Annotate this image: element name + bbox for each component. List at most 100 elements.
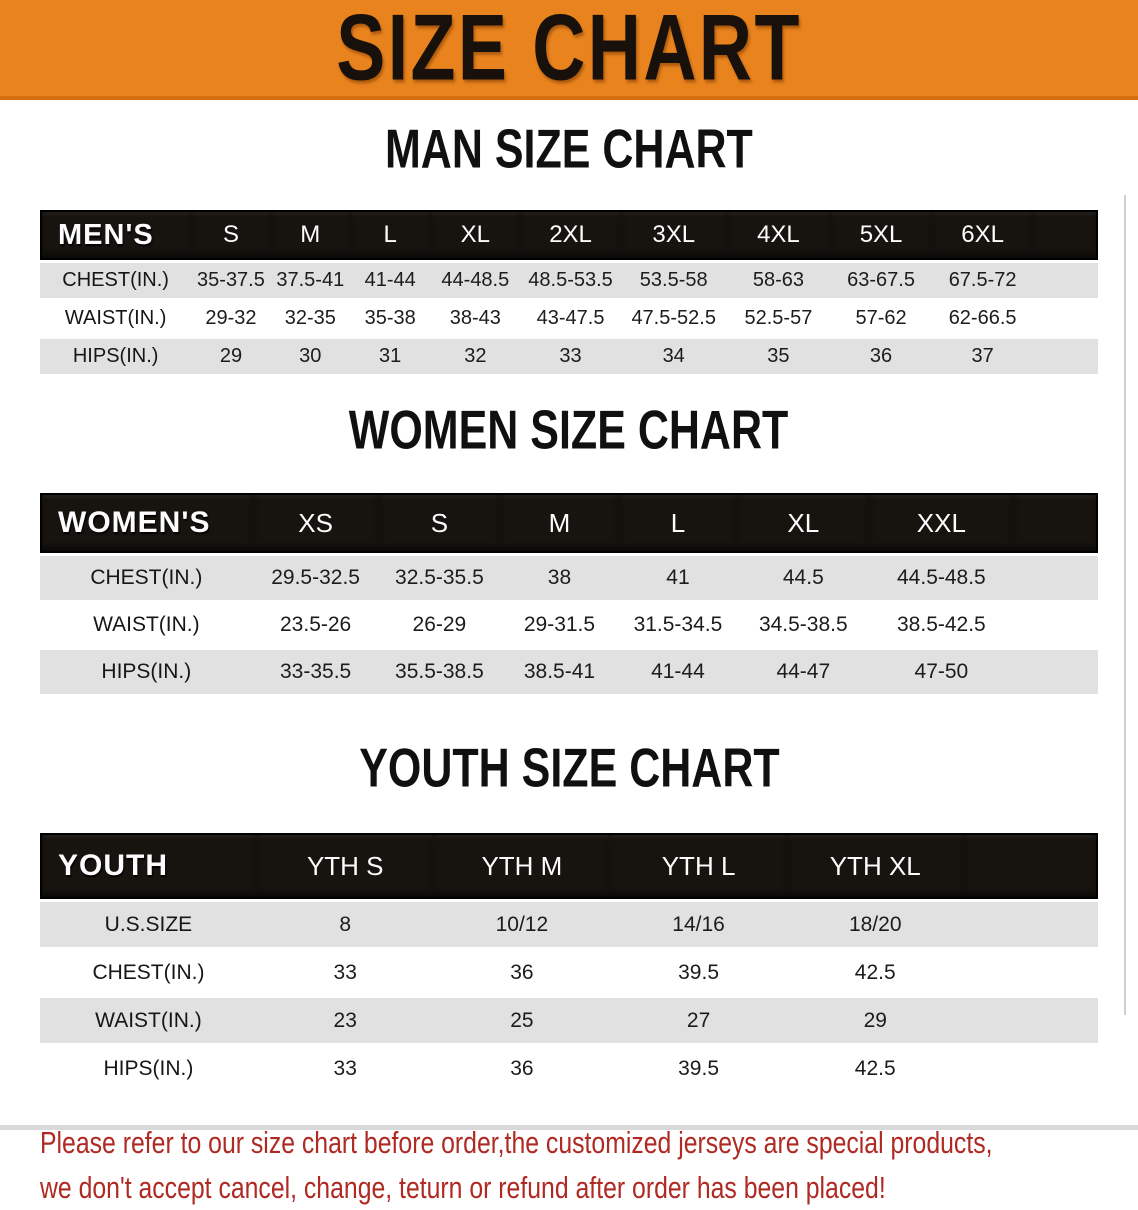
- measurement-label: HIPS(IN.): [40, 1046, 257, 1091]
- size-value: 38.5-41: [500, 650, 619, 694]
- size-column-header: 4XL: [726, 210, 831, 260]
- spacer-cell: [963, 833, 1098, 899]
- table-row: CHEST(IN.) 35-37.5 37.5-41 41-44 44-48.5 48.5…: [40, 263, 1098, 298]
- size-value: 27: [610, 998, 787, 1043]
- size-column-header: L: [349, 210, 431, 260]
- size-value: 38-43: [430, 301, 521, 336]
- size-value: 35-37.5: [191, 263, 271, 298]
- size-column-header: 6XL: [931, 210, 1034, 260]
- size-value: 62-66.5: [931, 301, 1034, 336]
- measurement-label: CHEST(IN.): [40, 950, 257, 995]
- table-row: WAIST(IN.) 23.5-26 26-29 29-31.5 31.5-34.5 34…: [40, 603, 1098, 647]
- size-value: 41-44: [618, 650, 738, 694]
- measurement-label: HIPS(IN.): [40, 650, 253, 694]
- size-value: 14/16: [610, 902, 787, 947]
- size-value: 33: [520, 339, 621, 374]
- table-header-row: MEN'S S M L XL 2XL 3XL 4XL 5XL 6XL: [40, 210, 1098, 260]
- size-value: 43-47.5: [520, 301, 621, 336]
- size-value: 23: [256, 998, 434, 1043]
- table-corner-label: WOMEN'S: [40, 493, 253, 553]
- size-column-header: YTH M: [433, 833, 611, 899]
- size-value: 32: [430, 339, 521, 374]
- spacer-cell: [1033, 210, 1098, 260]
- women-size-chart-heading-text: WOMEN SIZE CHART: [349, 399, 789, 461]
- size-value: 42.5: [786, 950, 964, 995]
- size-value: 53.5-58: [620, 263, 727, 298]
- table-corner-label: YOUTH: [40, 833, 257, 899]
- size-column-header: XL: [430, 210, 521, 260]
- table-row: HIPS(IN.) 29 30 31 32 33 34 35 36 37: [40, 339, 1098, 374]
- size-column-header: S: [378, 493, 501, 553]
- size-value: 44-47: [737, 650, 870, 694]
- size-value: 36: [830, 339, 932, 374]
- size-column-header: YTH L: [610, 833, 787, 899]
- size-value: 37: [931, 339, 1034, 374]
- size-value: 44.5: [737, 556, 870, 600]
- size-column-header: M: [500, 493, 619, 553]
- size-value: 39.5: [610, 950, 787, 995]
- size-value: 33: [256, 950, 434, 995]
- size-value: 44-48.5: [430, 263, 521, 298]
- size-value: 32-35: [270, 301, 350, 336]
- size-value: 33-35.5: [252, 650, 379, 694]
- measurement-label: WAIST(IN.): [40, 603, 253, 647]
- spacer-cell: [963, 1046, 1098, 1091]
- spacer-cell: [1013, 493, 1098, 553]
- size-value: 29.5-32.5: [252, 556, 379, 600]
- measurement-label: HIPS(IN.): [40, 339, 192, 374]
- measurement-label: WAIST(IN.): [40, 301, 192, 336]
- measurement-label: CHEST(IN.): [40, 556, 253, 600]
- size-value: 10/12: [433, 902, 611, 947]
- size-column-header: 3XL: [620, 210, 727, 260]
- size-value: 29-31.5: [500, 603, 619, 647]
- table-row: WAIST(IN.) 23 25 27 29: [40, 998, 1098, 1043]
- size-value: 18/20: [786, 902, 964, 947]
- size-value: 48.5-53.5: [520, 263, 621, 298]
- spacer-cell: [1033, 301, 1098, 336]
- measurement-label: CHEST(IN.): [40, 263, 192, 298]
- womens-size-table: WOMEN'S XS S M L XL XXL CHEST(IN.) 29.5-32.5 32.5…: [40, 490, 1098, 697]
- spacer-cell: [1013, 650, 1098, 694]
- size-column-header: M: [270, 210, 350, 260]
- size-column-header: XXL: [869, 493, 1014, 553]
- women-size-chart-heading: WOMEN SIZE CHART: [0, 399, 1138, 470]
- size-chart-banner: SIZE CHART: [0, 0, 1138, 100]
- spacer-cell: [1013, 556, 1098, 600]
- spacer-cell: [963, 950, 1098, 995]
- size-value: 38.5-42.5: [869, 603, 1014, 647]
- spacer-cell: [1033, 263, 1098, 298]
- table-row: CHEST(IN.) 33 36 39.5 42.5: [40, 950, 1098, 995]
- size-value: 41: [618, 556, 738, 600]
- measurement-label: U.S.SIZE: [40, 902, 257, 947]
- size-value: 29: [786, 998, 964, 1043]
- size-value: 58-63: [726, 263, 831, 298]
- size-value: 57-62: [830, 301, 932, 336]
- size-column-header: XS: [252, 493, 379, 553]
- size-value: 41-44: [349, 263, 431, 298]
- table-row: HIPS(IN.) 33-35.5 35.5-38.5 38.5-41 41-44 44-…: [40, 650, 1098, 694]
- size-value: 26-29: [378, 603, 501, 647]
- size-value: 31: [349, 339, 431, 374]
- banner-title: SIZE CHART: [336, 0, 802, 101]
- table-corner-label: MEN'S: [40, 210, 192, 260]
- size-value: 35-38: [349, 301, 431, 336]
- size-value: 35.5-38.5: [378, 650, 501, 694]
- table-header-row: WOMEN'S XS S M L XL XXL: [40, 493, 1098, 553]
- size-column-header: 5XL: [830, 210, 932, 260]
- bottom-edge-strip: [0, 1125, 1138, 1130]
- spacer-cell: [1013, 603, 1098, 647]
- size-value: 44.5-48.5: [869, 556, 1014, 600]
- spacer-cell: [1033, 339, 1098, 374]
- size-column-header: XL: [737, 493, 870, 553]
- youth-size-table: YOUTH YTH S YTH M YTH L YTH XL U.S.SIZE 8 10/12…: [40, 830, 1098, 1094]
- table-row: WAIST(IN.) 29-32 32-35 35-38 38-43 43-47.5 47.…: [40, 301, 1098, 336]
- size-value: 47-50: [869, 650, 1014, 694]
- size-value: 35: [726, 339, 831, 374]
- size-value: 32.5-35.5: [378, 556, 501, 600]
- size-value: 36: [433, 1046, 611, 1091]
- size-value: 63-67.5: [830, 263, 932, 298]
- youth-size-chart-heading-text: YOUTH SIZE CHART: [358, 737, 780, 799]
- size-value: 39.5: [610, 1046, 787, 1091]
- page-edge-line: [1124, 195, 1126, 1015]
- size-value: 25: [433, 998, 611, 1043]
